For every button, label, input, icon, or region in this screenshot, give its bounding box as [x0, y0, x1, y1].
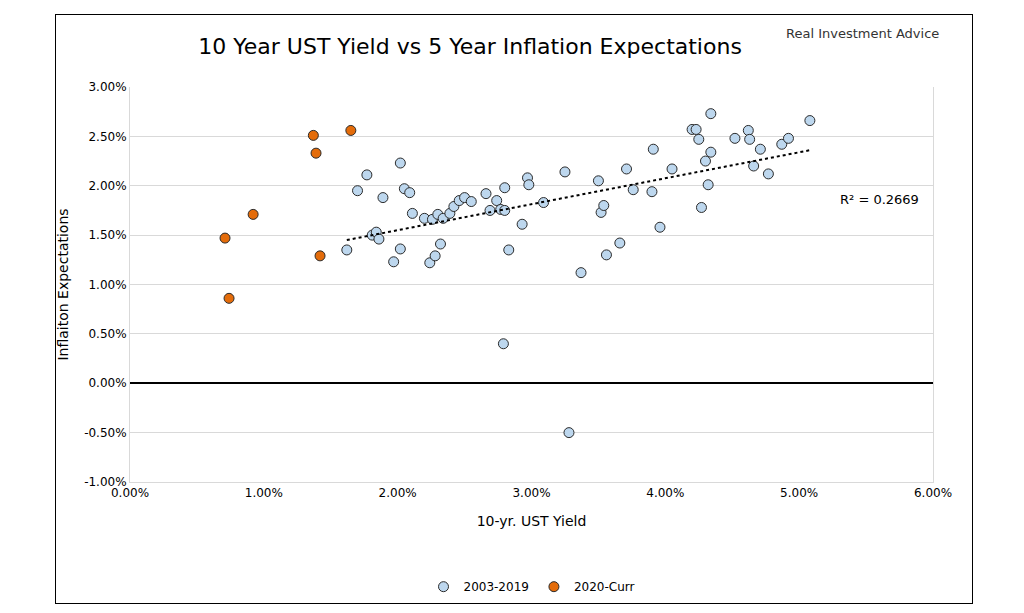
svg-text:3.00%: 3.00% — [512, 486, 550, 500]
svg-text:-1.00%: -1.00% — [84, 475, 126, 489]
svg-text:1.00%: 1.00% — [245, 486, 283, 500]
svg-text:Inflaiton Expectations: Inflaiton Expectations — [55, 208, 71, 360]
svg-text:10-yr. UST Yield: 10-yr. UST Yield — [477, 513, 587, 529]
svg-text:2.00%: 2.00% — [88, 179, 126, 193]
svg-text:R² = 0.2669: R² = 0.2669 — [840, 192, 919, 207]
svg-text:2003-2019: 2003-2019 — [464, 580, 529, 594]
svg-text:2.50%: 2.50% — [88, 130, 126, 144]
svg-text:6.00%: 6.00% — [914, 486, 952, 500]
svg-text:1.50%: 1.50% — [88, 228, 126, 242]
svg-text:0.00%: 0.00% — [88, 376, 126, 390]
svg-text:10 Year UST Yield vs 5 Year In: 10 Year UST Yield vs 5 Year Inflation Ex… — [198, 34, 742, 59]
svg-text:1.00%: 1.00% — [88, 278, 126, 292]
svg-text:4.00%: 4.00% — [646, 486, 684, 500]
svg-text:0.50%: 0.50% — [88, 327, 126, 341]
svg-text:2020-Curr: 2020-Curr — [574, 580, 635, 594]
svg-text:2.00%: 2.00% — [379, 486, 417, 500]
svg-text:Real Investment Advice: Real Investment Advice — [786, 26, 939, 41]
svg-text:3.00%: 3.00% — [88, 80, 126, 94]
svg-text:5.00%: 5.00% — [780, 486, 818, 500]
svg-text:-0.50%: -0.50% — [84, 426, 126, 440]
svg-text:0.00%: 0.00% — [111, 486, 149, 500]
